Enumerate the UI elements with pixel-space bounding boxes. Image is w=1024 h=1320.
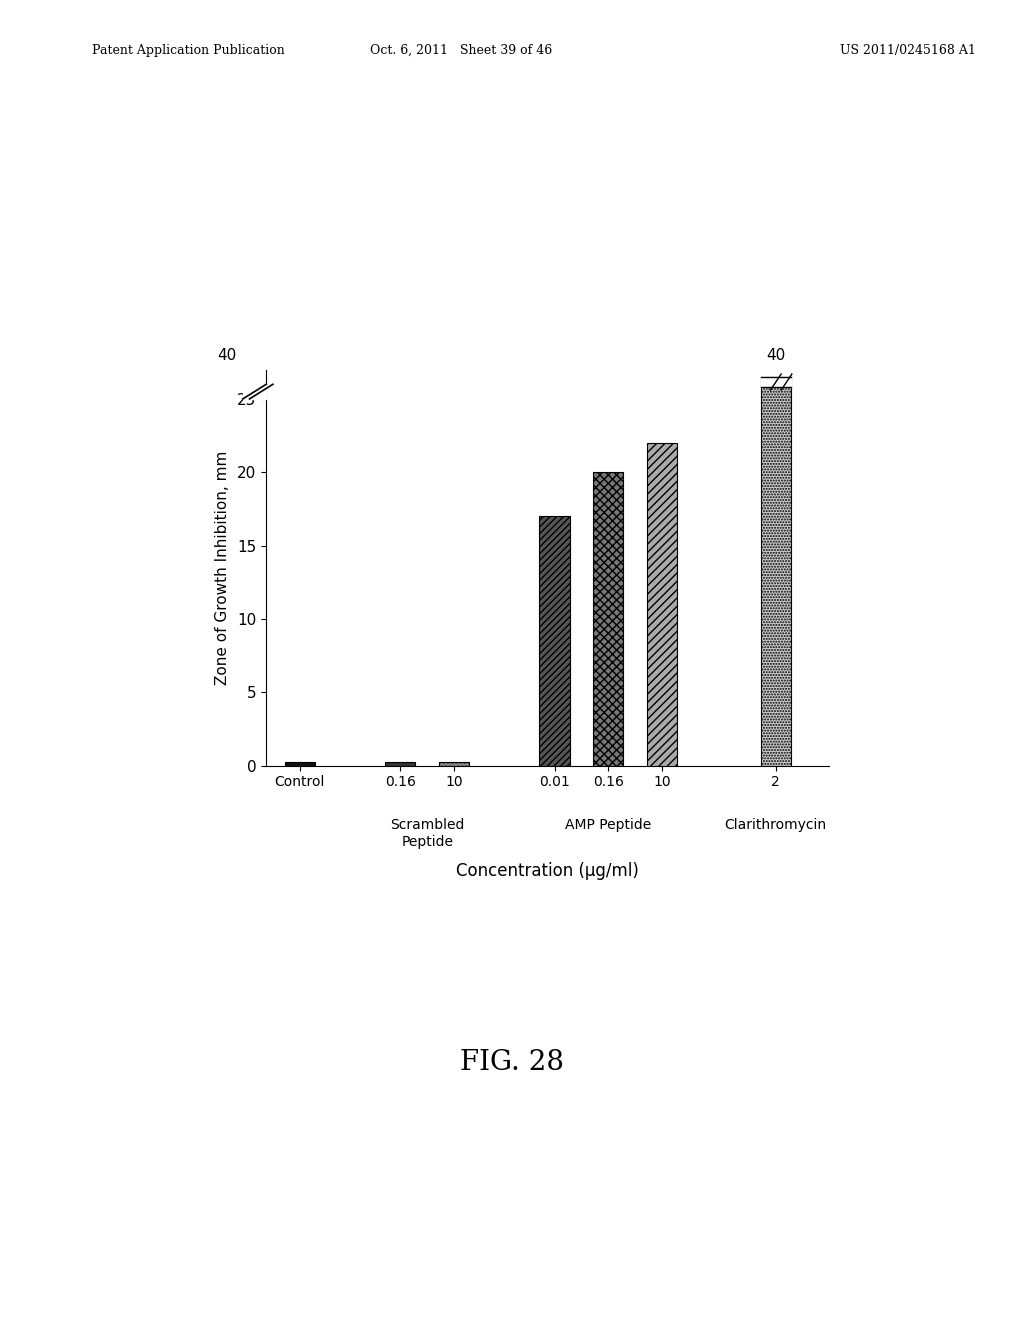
Bar xyxy=(285,762,314,766)
Bar xyxy=(593,473,624,766)
Y-axis label: Zone of Growth Inhibition, mm: Zone of Growth Inhibition, mm xyxy=(215,450,230,685)
X-axis label: Concentration (μg/ml): Concentration (μg/ml) xyxy=(457,862,639,879)
Text: AMP Peptide: AMP Peptide xyxy=(565,818,651,833)
Text: 40: 40 xyxy=(766,347,785,363)
Text: US 2011/0245168 A1: US 2011/0245168 A1 xyxy=(840,44,976,57)
Text: Oct. 6, 2011   Sheet 39 of 46: Oct. 6, 2011 Sheet 39 of 46 xyxy=(370,44,552,57)
Text: Patent Application Publication: Patent Application Publication xyxy=(92,44,285,57)
Text: FIG. 28: FIG. 28 xyxy=(460,1049,564,1076)
Bar xyxy=(439,762,469,766)
Bar xyxy=(647,444,677,766)
Bar xyxy=(540,516,569,766)
Text: Scrambled
Peptide: Scrambled Peptide xyxy=(390,818,464,849)
Text: 40: 40 xyxy=(218,347,237,363)
Text: Clarithromycin: Clarithromycin xyxy=(725,818,826,833)
Bar xyxy=(761,378,791,766)
Bar xyxy=(385,762,416,766)
